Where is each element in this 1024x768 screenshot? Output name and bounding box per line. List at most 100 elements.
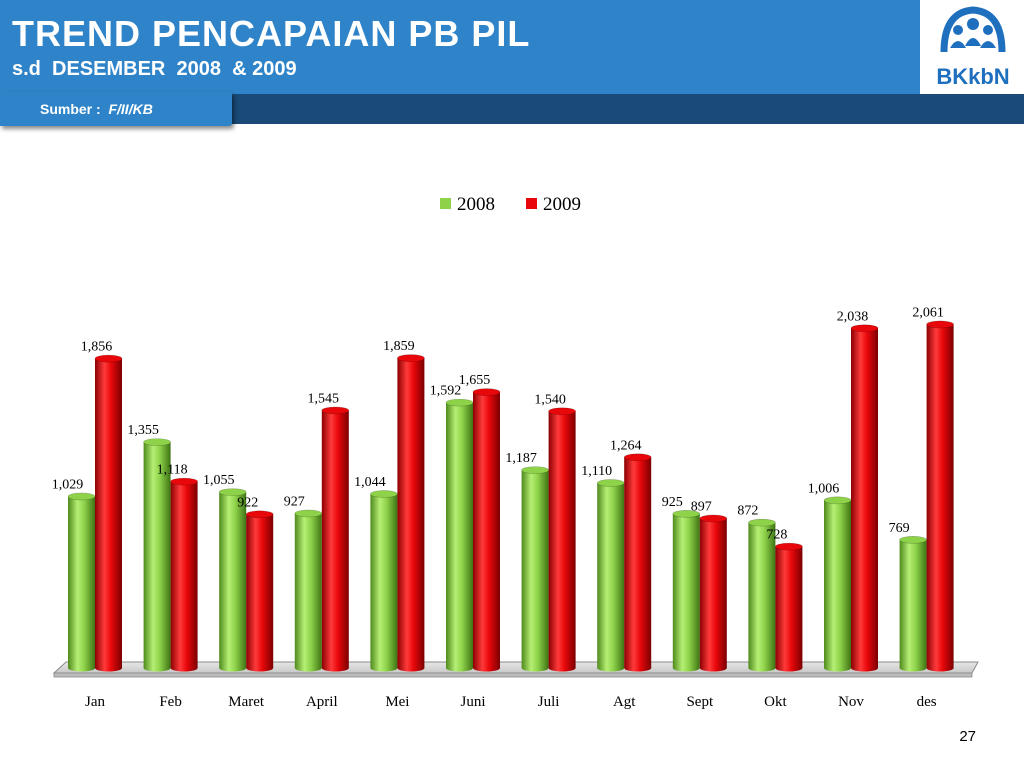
bar-2009-april: [321, 410, 349, 668]
bar-top: [321, 406, 350, 415]
bar-top: [899, 536, 927, 544]
bar-2009-jan: [95, 358, 122, 668]
data-label: 897: [691, 499, 712, 514]
bkkbn-logo-icon: BKkbN: [936, 6, 1010, 89]
bar-top: [748, 518, 776, 527]
bar-top: [294, 509, 323, 518]
bar-2009-juni: [473, 392, 500, 668]
bar-2008-juli: [521, 470, 549, 668]
bar-base: [521, 664, 549, 672]
bar-top: [823, 496, 852, 505]
bar-2009-mei: [397, 358, 425, 668]
bar-base: [775, 664, 803, 672]
data-label: 922: [237, 495, 258, 510]
bar-base: [446, 664, 473, 672]
data-label: 1,118: [157, 463, 188, 478]
bar-base: [370, 664, 398, 672]
bar-top: [596, 479, 625, 487]
bar-top: [472, 388, 501, 396]
bar-top: [850, 324, 879, 333]
legend-swatch-2009: [526, 198, 537, 209]
data-label: 1,187: [505, 451, 537, 466]
bar-2009-des: [926, 324, 954, 668]
x-tick-label: Mei: [385, 694, 409, 710]
data-label: 1,355: [127, 423, 159, 438]
bar-top: [397, 354, 425, 362]
bar-base: [397, 664, 425, 672]
bar-base: [748, 664, 776, 672]
data-label: 1,029: [52, 477, 84, 492]
bar-2008-des: [899, 539, 927, 668]
bar-base: [294, 664, 322, 672]
data-label: 1,044: [354, 475, 386, 490]
bar-base: [548, 664, 576, 672]
data-label: 1,856: [81, 340, 113, 355]
x-tick-label: Jan: [85, 694, 105, 710]
bar-top: [245, 510, 274, 519]
x-tick-label: Okt: [764, 694, 787, 710]
bar-2008-mei: [370, 493, 398, 668]
data-label: 1,110: [581, 464, 612, 479]
data-label: 927: [284, 494, 305, 509]
bar-base: [246, 664, 274, 672]
bar-2009-agt: [624, 457, 652, 668]
x-tick-label: Feb: [159, 694, 182, 710]
logo-text: BKkbN: [936, 64, 1009, 89]
bar-top: [67, 492, 96, 501]
x-tick-label: des: [917, 694, 937, 710]
bar-top: [445, 398, 474, 407]
bar-base: [473, 664, 500, 672]
data-label: 1,545: [308, 391, 340, 406]
bar-base: [597, 664, 625, 672]
legend-label-2009: 2009: [543, 194, 581, 215]
x-tick-label: Maret: [228, 694, 265, 710]
bar-top: [623, 453, 652, 462]
bar-2009-okt: [775, 546, 803, 668]
legend-swatch-2008: [440, 198, 451, 209]
header-bar: [0, 0, 920, 94]
bar-2008-okt: [748, 522, 776, 668]
data-label: 1,540: [534, 392, 566, 407]
data-label: 925: [662, 495, 683, 510]
bar-top: [170, 477, 198, 486]
bars-group: [67, 320, 954, 672]
bar-2009-nov: [851, 328, 878, 668]
bar-base: [170, 664, 198, 672]
data-label: 769: [889, 521, 910, 536]
bar-top: [370, 490, 398, 498]
bar-top: [926, 320, 954, 329]
bar-base: [851, 664, 878, 672]
page-title: TREND PENCAPAIAN PB PIL: [12, 13, 531, 54]
chart-legend: 2008 2009: [440, 194, 581, 215]
bkkbn-logo: BKkbN: [922, 0, 1024, 94]
bar-base: [699, 664, 727, 672]
x-tick-label: Juli: [538, 694, 560, 710]
bar-top: [521, 466, 549, 474]
bar-top: [94, 354, 123, 363]
data-label: 1,592: [430, 384, 462, 399]
data-label: 1,006: [808, 481, 840, 496]
bar-top: [143, 438, 171, 446]
source-value: F/II/KB: [108, 101, 153, 117]
bar-base: [672, 664, 700, 672]
data-label: 1,055: [203, 473, 235, 488]
x-axis-ticks: Jan Feb Maret April Mei Juni Juli Agt Sept Okt Nov…: [85, 694, 937, 710]
bar-2008-agt: [597, 482, 625, 668]
bar-2008-nov: [824, 500, 851, 668]
bar-2009-juli: [548, 411, 576, 668]
bar-2008-sept: [672, 513, 700, 668]
bar-base: [219, 664, 247, 672]
bar-2008-april: [294, 513, 322, 668]
bar-top: [775, 542, 803, 551]
bar-2008-feb: [143, 442, 171, 668]
data-label: 2,038: [837, 309, 869, 324]
page-subtitle: s.d DESEMBER 2008 & 2009: [12, 58, 297, 80]
bar-top: [699, 514, 728, 523]
source-label: Sumber :: [40, 101, 109, 117]
bar-base: [824, 664, 851, 672]
bar-2009-feb: [170, 481, 198, 668]
bar-base: [321, 664, 349, 672]
source-tab: Sumber : F/II/KB: [0, 92, 232, 126]
data-label: 728: [766, 528, 787, 543]
